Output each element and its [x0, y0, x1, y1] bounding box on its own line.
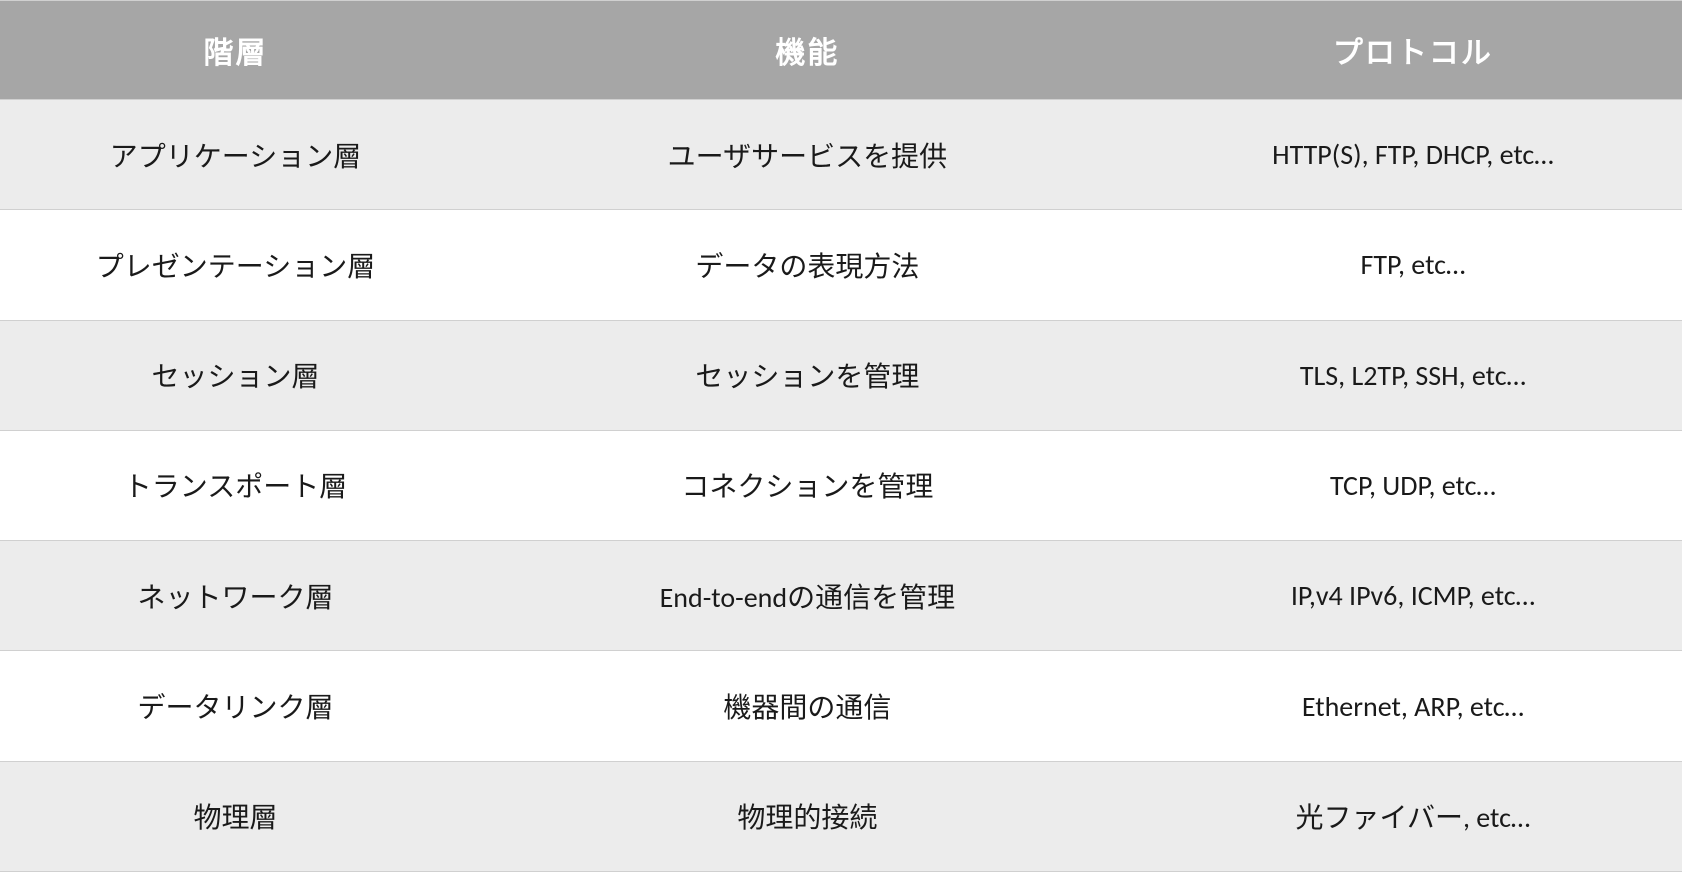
table-row: データリンク層 機器間の通信 Ethernet, ARP, etc…	[0, 651, 1682, 761]
table-row: アプリケーション層 ユーザサービスを提供 HTTP(S), FTP, DHCP,…	[0, 100, 1682, 210]
cell-layer: プレゼンテーション層	[0, 210, 471, 320]
cell-protocol: IP,v4 IPv6, ICMP, etc…	[1144, 541, 1682, 651]
cell-layer: ネットワーク層	[0, 541, 471, 651]
cell-function: コネクションを管理	[471, 430, 1144, 540]
table-row: トランスポート層 コネクションを管理 TCP, UDP, etc…	[0, 430, 1682, 540]
cell-function: 物理的接続	[471, 761, 1144, 871]
table-header-row: 階層 機能 プロトコル	[0, 1, 1682, 100]
osi-layers-table: 階層 機能 プロトコル アプリケーション層 ユーザサービスを提供 HTTP(S)…	[0, 0, 1682, 872]
cell-protocol: TCP, UDP, etc…	[1144, 430, 1682, 540]
cell-layer: データリンク層	[0, 651, 471, 761]
cell-protocol: TLS, L2TP, SSH, etc…	[1144, 320, 1682, 430]
cell-function: データの表現方法	[471, 210, 1144, 320]
cell-protocol: FTP, etc…	[1144, 210, 1682, 320]
cell-protocol: Ethernet, ARP, etc…	[1144, 651, 1682, 761]
cell-layer: セッション層	[0, 320, 471, 430]
cell-function: ユーザサービスを提供	[471, 100, 1144, 210]
table-row: 物理層 物理的接続 光ファイバー, etc…	[0, 761, 1682, 871]
table-row: ネットワーク層 End-to-endの通信を管理 IP,v4 IPv6, ICM…	[0, 541, 1682, 651]
header-layer: 階層	[0, 1, 471, 100]
cell-function: セッションを管理	[471, 320, 1144, 430]
cell-protocol: 光ファイバー, etc…	[1144, 761, 1682, 871]
cell-layer: トランスポート層	[0, 430, 471, 540]
header-protocol: プロトコル	[1144, 1, 1682, 100]
cell-function: End-to-endの通信を管理	[471, 541, 1144, 651]
table-row: セッション層 セッションを管理 TLS, L2TP, SSH, etc…	[0, 320, 1682, 430]
cell-layer: アプリケーション層	[0, 100, 471, 210]
cell-function: 機器間の通信	[471, 651, 1144, 761]
header-function: 機能	[471, 1, 1144, 100]
table-row: プレゼンテーション層 データの表現方法 FTP, etc…	[0, 210, 1682, 320]
cell-layer: 物理層	[0, 761, 471, 871]
cell-protocol: HTTP(S), FTP, DHCP, etc…	[1144, 100, 1682, 210]
